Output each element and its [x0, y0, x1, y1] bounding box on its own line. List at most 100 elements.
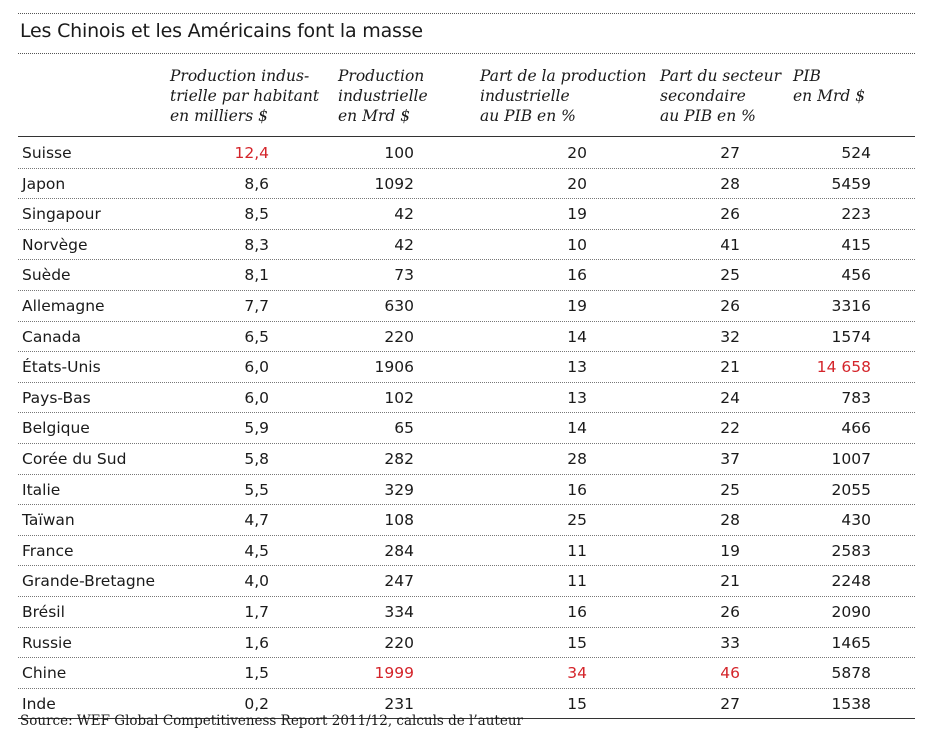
secondary-sector-share-cell: 26	[720, 205, 740, 224]
country-cell: États-Unis	[22, 358, 101, 377]
table-row: Suède 8,1 73 16 25 456	[18, 260, 915, 291]
table-row: Belgique 5,9 65 14 22 466	[18, 413, 915, 444]
production-per-capita-cell: 6,5	[244, 327, 269, 346]
production-per-capita-cell: 4,5	[244, 541, 269, 560]
source-note: Source: WEF Global Competitiveness Repor…	[20, 713, 523, 729]
gdp-cell: 5459	[831, 174, 871, 193]
gdp-cell: 14 658	[816, 358, 871, 377]
secondary-sector-share-cell: 37	[720, 449, 740, 468]
industrial-production-cell: 73	[394, 266, 414, 285]
table-row: Corée du Sud 5,8 282 28 37 1007	[18, 444, 915, 475]
table-row: Norvège 8,3 42 10 41 415	[18, 230, 915, 261]
gdp-cell: 1007	[831, 449, 871, 468]
industry-share-gdp-cell: 20	[567, 174, 587, 193]
industry-share-gdp-cell: 19	[567, 205, 587, 224]
table-row: États-Unis 6,0 1906 13 21 14 658	[18, 352, 915, 383]
secondary-sector-share-cell: 46	[720, 664, 740, 683]
table-row: Suisse 12,4 100 20 27 524	[18, 138, 915, 169]
production-per-capita-cell: 8,5	[244, 205, 269, 224]
secondary-sector-share-cell: 21	[720, 572, 740, 591]
production-per-capita-cell: 6,0	[244, 358, 269, 377]
industrial-production-cell: 108	[384, 511, 414, 530]
country-cell: Inde	[22, 694, 56, 713]
country-cell: Russie	[22, 633, 72, 652]
industry-share-gdp-cell: 19	[567, 296, 587, 315]
production-per-capita-cell: 4,7	[244, 511, 269, 530]
country-cell: Japon	[22, 174, 66, 193]
country-cell: Suisse	[22, 144, 72, 162]
gdp-cell: 1574	[831, 327, 871, 346]
gdp-cell: 2248	[831, 572, 871, 591]
industrial-production-cell: 42	[394, 205, 414, 224]
production-per-capita-cell: 8,6	[244, 174, 269, 193]
secondary-sector-share-cell: 22	[720, 419, 740, 438]
industry-share-gdp-cell: 14	[567, 419, 587, 438]
gdp-cell: 2090	[831, 602, 871, 621]
industrial-production-cell: 1999	[374, 664, 414, 683]
country-cell: France	[22, 541, 74, 560]
table-row: Japon 8,6 1092 20 28 5459	[18, 169, 915, 200]
title-divider	[18, 53, 915, 54]
industry-share-gdp-cell: 16	[567, 602, 587, 621]
country-cell: Suède	[22, 266, 71, 285]
table-figure: Les Chinois et les Américains font la ma…	[18, 0, 915, 744]
industrial-production-cell: 282	[384, 449, 414, 468]
gdp-cell: 1465	[831, 633, 871, 652]
industry-share-gdp-cell: 20	[567, 144, 587, 162]
gdp-cell: 2055	[831, 480, 871, 499]
header-secondary-sector-share: Part du secteur secondaire au PIB en %	[660, 67, 781, 125]
production-per-capita-cell: 5,5	[244, 480, 269, 499]
production-per-capita-cell: 5,9	[244, 419, 269, 438]
header-gdp: PIB en Mrd $	[793, 67, 866, 105]
gdp-cell: 456	[841, 266, 871, 285]
industrial-production-cell: 284	[384, 541, 414, 560]
table-row: Taïwan 4,7 108 25 28 430	[18, 505, 915, 536]
table-row: Italie 5,5 329 16 25 2055	[18, 475, 915, 506]
production-per-capita-cell: 8,1	[244, 266, 269, 285]
country-cell: Canada	[22, 327, 81, 346]
country-cell: Allemagne	[22, 296, 105, 315]
production-per-capita-cell: 0,2	[244, 694, 269, 713]
table-row: Pays-Bas 6,0 102 13 24 783	[18, 383, 915, 414]
production-per-capita-cell: 4,0	[244, 572, 269, 591]
industry-share-gdp-cell: 16	[567, 266, 587, 285]
country-cell: Corée du Sud	[22, 449, 127, 468]
table-row: Inde 0,2 231 15 27 1538	[18, 689, 915, 720]
top-divider	[18, 13, 915, 14]
industrial-production-cell: 334	[384, 602, 414, 621]
secondary-sector-share-cell: 25	[720, 266, 740, 285]
table-body: Suisse 12,4 100 20 27 524 Japon 8,6 1092 20 28 5459…	[18, 138, 915, 720]
industrial-production-cell: 1092	[374, 174, 414, 193]
production-per-capita-cell: 12,4	[234, 144, 269, 162]
industry-share-gdp-cell: 11	[567, 572, 587, 591]
gdp-cell: 3316	[831, 296, 871, 315]
industrial-production-cell: 220	[384, 327, 414, 346]
country-cell: Belgique	[22, 419, 90, 438]
gdp-cell: 415	[841, 235, 871, 254]
gdp-cell: 223	[841, 205, 871, 224]
secondary-sector-share-cell: 26	[720, 296, 740, 315]
secondary-sector-share-cell: 28	[720, 511, 740, 530]
table-row: Allemagne 7,7 630 19 26 3316	[18, 291, 915, 322]
industry-share-gdp-cell: 13	[567, 388, 587, 407]
gdp-cell: 1538	[831, 694, 871, 713]
gdp-cell: 783	[841, 388, 871, 407]
country-cell: Taïwan	[22, 511, 75, 530]
header-production-per-capita: Production indus- trielle par habitant e…	[170, 67, 320, 125]
industrial-production-cell: 247	[384, 572, 414, 591]
industry-share-gdp-cell: 28	[567, 449, 587, 468]
industry-share-gdp-cell: 13	[567, 358, 587, 377]
header-industrial-production: Production industrielle en Mrd $	[338, 67, 428, 125]
secondary-sector-share-cell: 41	[720, 235, 740, 254]
industry-share-gdp-cell: 16	[567, 480, 587, 499]
country-cell: Norvège	[22, 235, 88, 254]
table-row: France 4,5 284 11 19 2583	[18, 536, 915, 567]
table-row: Brésil 1,7 334 16 26 2090	[18, 597, 915, 628]
industrial-production-cell: 102	[384, 388, 414, 407]
secondary-sector-share-cell: 33	[720, 633, 740, 652]
gdp-cell: 466	[841, 419, 871, 438]
secondary-sector-share-cell: 26	[720, 602, 740, 621]
gdp-cell: 2583	[831, 541, 871, 560]
gdp-cell: 5878	[831, 664, 871, 683]
secondary-sector-share-cell: 28	[720, 174, 740, 193]
